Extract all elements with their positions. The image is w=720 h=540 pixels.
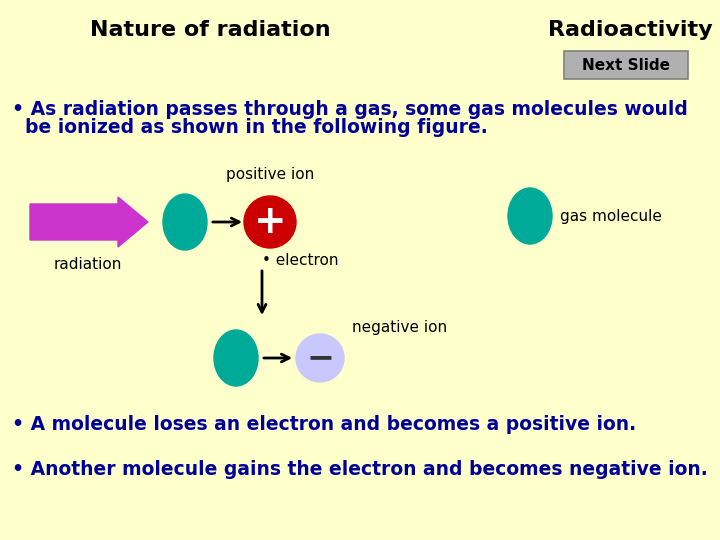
Text: negative ion: negative ion: [352, 320, 447, 335]
FancyArrow shape: [30, 197, 148, 247]
Circle shape: [244, 196, 296, 248]
Text: gas molecule: gas molecule: [560, 208, 662, 224]
Text: • A molecule loses an electron and becomes a positive ion.: • A molecule loses an electron and becom…: [12, 415, 636, 434]
Ellipse shape: [508, 188, 552, 244]
Text: Radioactivity: Radioactivity: [548, 20, 712, 40]
Text: • Another molecule gains the electron and becomes negative ion.: • Another molecule gains the electron an…: [12, 460, 708, 479]
Text: be ionized as shown in the following figure.: be ionized as shown in the following fig…: [12, 118, 487, 137]
FancyBboxPatch shape: [564, 51, 688, 79]
Ellipse shape: [214, 330, 258, 386]
Text: • As radiation passes through a gas, some gas molecules would: • As radiation passes through a gas, som…: [12, 100, 688, 119]
Text: Nature of radiation: Nature of radiation: [90, 20, 330, 40]
Text: • electron: • electron: [262, 253, 338, 268]
Text: −: −: [306, 341, 334, 375]
Text: radiation: radiation: [54, 257, 122, 272]
Text: positive ion: positive ion: [226, 167, 314, 182]
Ellipse shape: [163, 194, 207, 250]
Circle shape: [296, 334, 344, 382]
Text: Next Slide: Next Slide: [582, 57, 670, 72]
Text: +: +: [253, 203, 287, 241]
